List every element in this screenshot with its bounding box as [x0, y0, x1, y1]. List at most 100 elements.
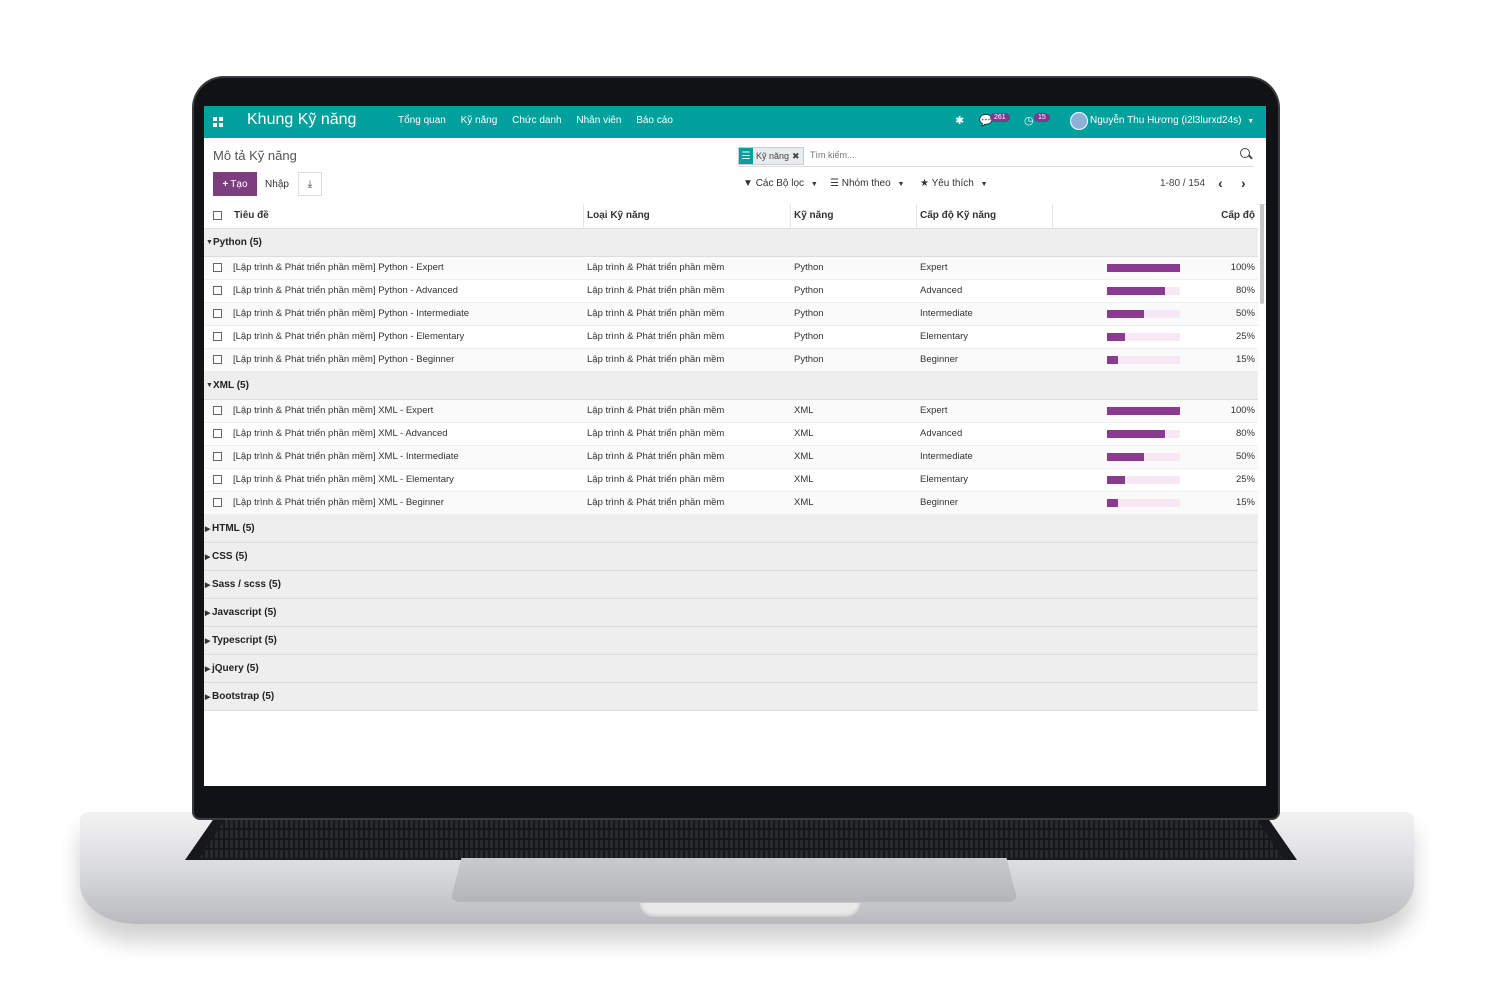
group-row[interactable]: ▶ Javascript (5) [204, 599, 1258, 627]
cell-progress-value: 50% [1235, 451, 1255, 462]
table-row[interactable]: [Lập trình & Phát triển phần mềm] XML - … [204, 492, 1258, 515]
download-icon[interactable]: ⤓ [298, 172, 322, 196]
import-button[interactable]: Nhập [265, 178, 289, 190]
cell-title: [Lập trình & Phát triển phần mềm] Python… [233, 285, 458, 296]
groupby-icon: ☰ [830, 178, 839, 189]
menu-item-reports[interactable]: Báo cáo [636, 115, 673, 126]
group-row[interactable]: ▶ CSS (5) [204, 543, 1258, 571]
row-checkbox[interactable] [213, 498, 222, 507]
table-row[interactable]: [Lập trình & Phát triển phần mềm] XML - … [204, 400, 1258, 423]
filter-icon: ▼ [743, 178, 753, 189]
scrollbar[interactable] [1260, 204, 1264, 304]
group-row[interactable]: ▶ Bootstrap (5) [204, 683, 1258, 711]
clock-icon[interactable]: ◷ [1024, 115, 1034, 127]
cell-skill-type: Lập trình & Phát triển phần mềm [587, 331, 725, 342]
cell-title: [Lập trình & Phát triển phần mềm] XML - … [233, 474, 454, 485]
search-icon[interactable] [1240, 148, 1250, 158]
row-checkbox[interactable] [213, 355, 222, 364]
menu-item-skills[interactable]: Kỹ năng [460, 115, 498, 126]
row-checkbox[interactable] [213, 429, 222, 438]
chevron-left-icon[interactable]: ‹ [1218, 175, 1223, 191]
column-separator [1052, 204, 1053, 228]
user-menu[interactable]: Nguyễn Thu Hương (i2l3lurxd24s) ▼ [1090, 115, 1254, 126]
table-row[interactable]: [Lập trình & Phát triển phần mềm] XML - … [204, 423, 1258, 446]
main-menu: Tổng quan Kỹ năng Chức danh Nhân viên Bá… [398, 115, 685, 126]
menu-item-employees[interactable]: Nhân viên [576, 115, 622, 126]
table-row[interactable]: [Lập trình & Phát triển phần mềm] Python… [204, 303, 1258, 326]
apps-menu-icon[interactable] [213, 117, 223, 127]
close-icon[interactable]: ✖ [792, 150, 800, 161]
create-label: Tạo [230, 178, 248, 190]
cell-level: Advanced [920, 285, 963, 296]
group-row[interactable]: ▶ HTML (5) [204, 515, 1258, 543]
favorites-dropdown[interactable]: ★ Yêu thích ▼ [920, 178, 988, 189]
activities-badge: 15 [1034, 113, 1050, 122]
table-row[interactable]: [Lập trình & Phát triển phần mềm] XML - … [204, 469, 1258, 492]
progress-bar-fill [1107, 499, 1118, 507]
cell-skill: XML [794, 428, 814, 439]
group-label: jQuery (5) [212, 663, 259, 674]
table-row[interactable]: [Lập trình & Phát triển phần mềm] Python… [204, 280, 1258, 303]
cell-skill-type: Lập trình & Phát triển phần mềm [587, 308, 725, 319]
menu-item-overview[interactable]: Tổng quan [398, 115, 446, 126]
group-row[interactable]: ▶ Sass / scss (5) [204, 571, 1258, 599]
table-row[interactable]: [Lập trình & Phát triển phần mềm] Python… [204, 257, 1258, 280]
row-checkbox[interactable] [213, 452, 222, 461]
progress-bar-fill [1107, 476, 1126, 484]
search-underline [738, 166, 1254, 167]
row-checkbox[interactable] [213, 475, 222, 484]
table-row[interactable]: [Lập trình & Phát triển phần mềm] XML - … [204, 446, 1258, 469]
group-row[interactable]: ▼ XML (5) [204, 372, 1258, 400]
progress-bar-fill [1107, 333, 1126, 341]
chevron-right-icon[interactable]: › [1241, 175, 1246, 191]
group-row[interactable]: ▶ jQuery (5) [204, 655, 1258, 683]
group-label: Python (5) [213, 237, 262, 248]
group-label: Sass / scss (5) [212, 579, 281, 590]
search-input[interactable] [810, 150, 1230, 160]
cell-skill-type: Lập trình & Phát triển phần mềm [587, 405, 725, 416]
group-row[interactable]: ▼ Python (5) [204, 229, 1258, 257]
column-progress[interactable]: Cấp độ [1221, 210, 1255, 221]
menu-item-job-titles[interactable]: Chức danh [512, 115, 562, 126]
row-checkbox[interactable] [213, 263, 222, 272]
cell-progress-value: 100% [1230, 405, 1255, 416]
row-checkbox[interactable] [213, 309, 222, 318]
cell-progress-value: 100% [1230, 262, 1255, 273]
filters-dropdown[interactable]: ▼ Các Bộ lọc ▼ [743, 178, 818, 189]
caret-down-icon: ▼ [206, 382, 213, 389]
cell-skill: Python [794, 331, 824, 342]
column-separator [583, 204, 584, 228]
table-row[interactable]: [Lập trình & Phát triển phần mềm] Python… [204, 326, 1258, 349]
cell-skill-type: Lập trình & Phát triển phần mềm [587, 451, 725, 462]
chat-icon[interactable]: 💬 [979, 115, 993, 127]
favorites-label: Yêu thích [931, 178, 974, 189]
create-button[interactable]: + Tạo [213, 172, 257, 196]
column-skill-type[interactable]: Loại Kỹ năng [587, 210, 650, 221]
caret-down-icon: ▼ [1247, 118, 1255, 125]
row-checkbox[interactable] [213, 406, 222, 415]
cell-skill-type: Lập trình & Phát triển phần mềm [587, 428, 725, 439]
caret-right-icon: ▶ [205, 638, 211, 645]
pager-value[interactable]: 1-80 / 154 [1160, 178, 1206, 189]
column-skill[interactable]: Kỹ năng [794, 210, 834, 221]
cell-skill: XML [794, 451, 814, 462]
groupby-dropdown[interactable]: ☰ Nhóm theo ▼ [830, 178, 904, 189]
laptop-keyboard [200, 816, 1282, 858]
cell-progress-value: 15% [1235, 354, 1255, 365]
cell-skill-type: Lập trình & Phát triển phần mềm [587, 354, 725, 365]
caret-right-icon: ▶ [205, 666, 211, 673]
select-all-checkbox[interactable] [213, 211, 222, 220]
cell-skill-type: Lập trình & Phát triển phần mềm [587, 497, 725, 508]
cell-level: Elementary [920, 474, 969, 485]
row-checkbox[interactable] [213, 332, 222, 341]
column-level[interactable]: Cấp độ Kỹ năng [920, 210, 997, 221]
bug-icon[interactable]: ✱ [955, 115, 965, 127]
group-row[interactable]: ▶ Typescript (5) [204, 627, 1258, 655]
column-title[interactable]: Tiêu đề [234, 210, 269, 221]
progress-bar [1107, 476, 1180, 484]
row-checkbox[interactable] [213, 286, 222, 295]
avatar[interactable] [1070, 112, 1088, 130]
progress-bar [1107, 407, 1180, 415]
table-row[interactable]: [Lập trình & Phát triển phần mềm] Python… [204, 349, 1258, 372]
progress-bar [1107, 310, 1180, 318]
